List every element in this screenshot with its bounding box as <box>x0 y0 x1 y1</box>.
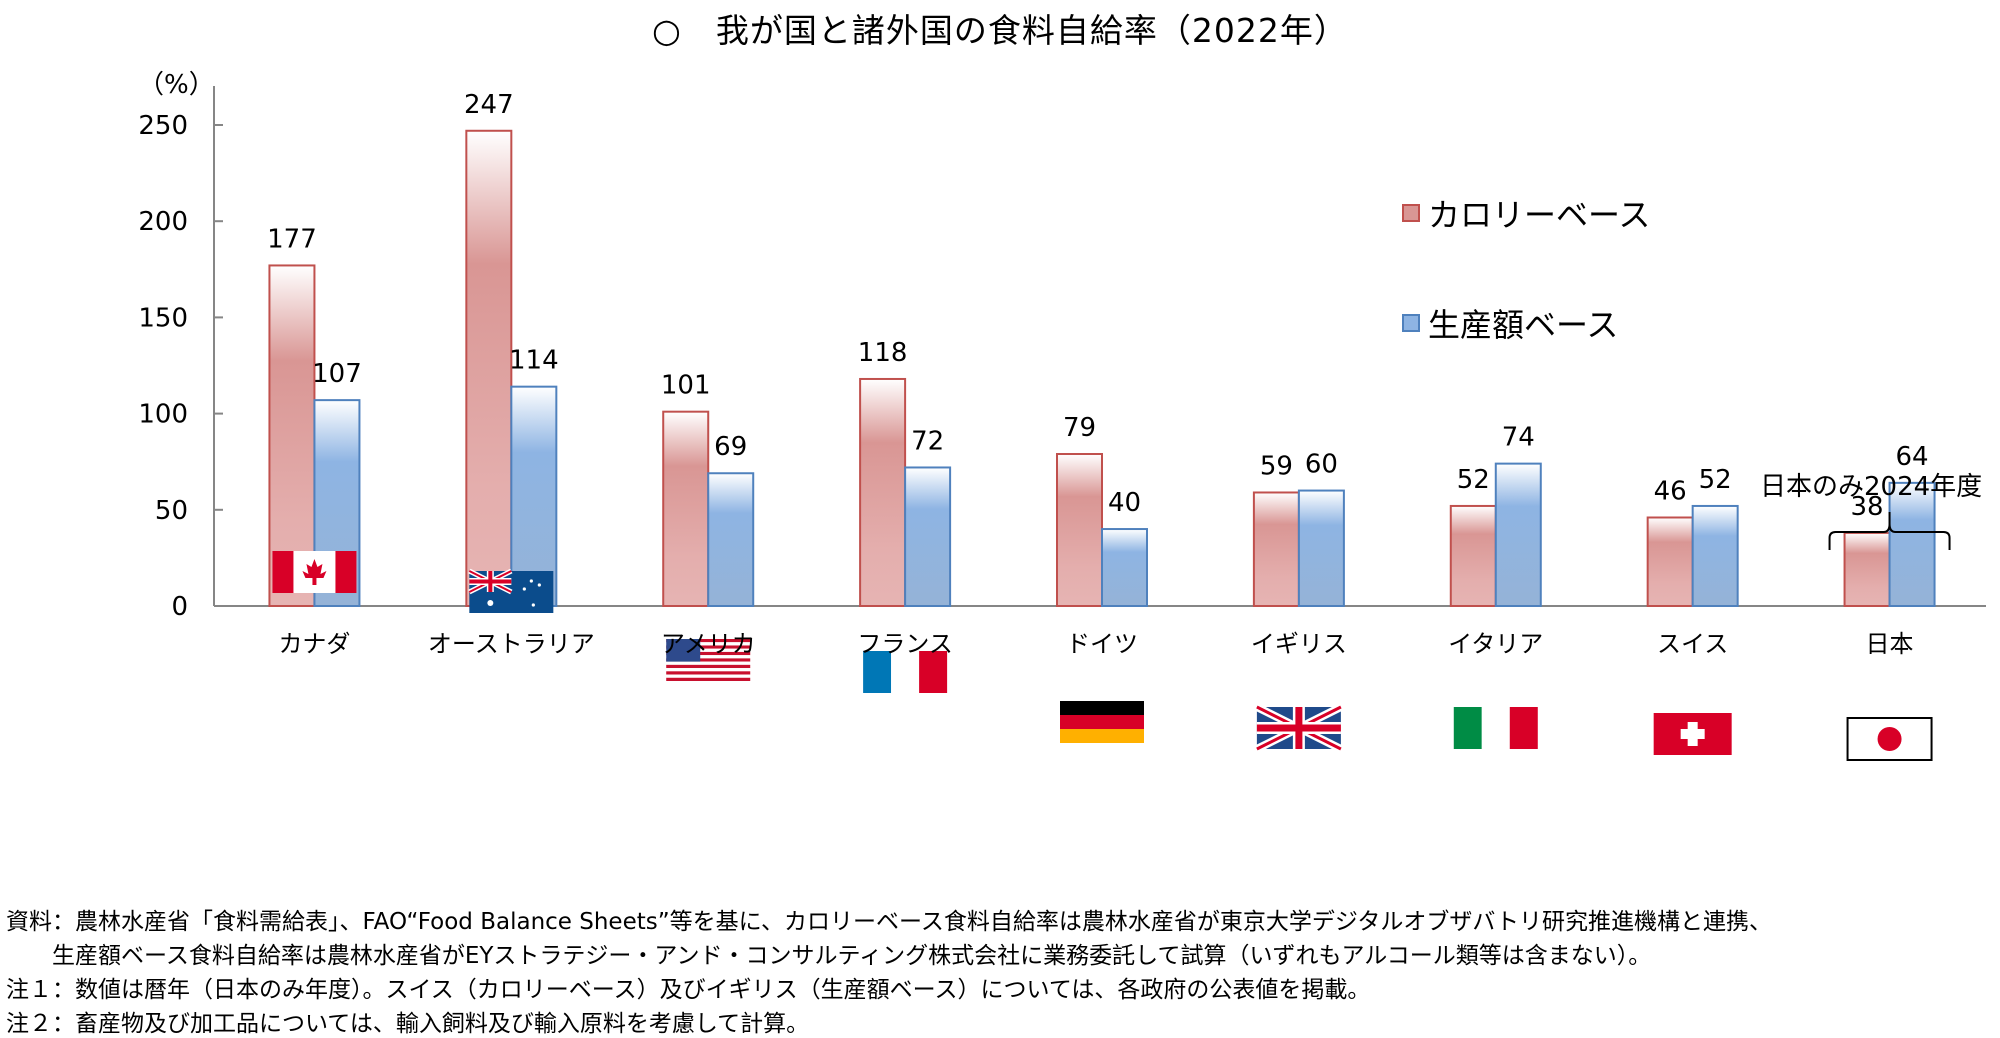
uk-flag-icon <box>1255 703 1343 753</box>
bar-calorie-1 <box>465 129 513 607</box>
bar-calorie-0 <box>268 264 316 607</box>
value-label-calorie-3: 118 <box>858 338 908 368</box>
bar-production-7 <box>1691 504 1739 607</box>
y-axis-unit-label: （%） <box>138 70 215 100</box>
value-label-calorie-5: 59 <box>1260 451 1293 481</box>
italy-flag-icon <box>1453 707 1538 749</box>
bar-calorie-2 <box>662 410 710 607</box>
labels: 177 107 カナダ 247 114 オーストラリア 101 69 アメリカ 118 72 フランス… <box>267 90 1951 658</box>
category-label-4: ドイツ <box>1066 630 1138 658</box>
france-flag-icon <box>863 651 948 693</box>
category-label-0: カナダ <box>278 630 350 658</box>
y-tick-label: 250 <box>138 111 188 141</box>
value-label-production-8: 64 <box>1896 442 1929 472</box>
value-label-production-2: 69 <box>714 432 747 462</box>
y-tick-label: 50 <box>155 496 188 526</box>
bar-production-8 <box>1888 481 1936 608</box>
value-label-production-4: 40 <box>1108 488 1141 518</box>
japan-brace <box>1828 512 1951 550</box>
bar-calorie-4 <box>1056 453 1103 607</box>
axes: 0 50 100 150 200 250 <box>138 86 1986 622</box>
legend-item-calorie: カロリーベース <box>1402 190 1650 236</box>
value-label-production-5: 60 <box>1305 450 1338 480</box>
y-tick-label: 100 <box>138 400 188 430</box>
value-label-production-0: 107 <box>312 359 362 389</box>
legend-swatch-production <box>1402 314 1420 332</box>
category-label-3: フランス <box>857 630 953 658</box>
category-label-7: スイス <box>1657 630 1728 658</box>
bar-production-4 <box>1101 528 1148 607</box>
flags <box>272 551 1933 761</box>
bar-calorie-6 <box>1449 504 1497 607</box>
bar-calorie-7 <box>1646 516 1694 607</box>
usa-flag-icon <box>666 639 751 681</box>
legend-swatch-calorie <box>1402 204 1420 222</box>
value-label-calorie-6: 52 <box>1457 465 1490 495</box>
bar-production-3 <box>904 466 952 607</box>
y-tick-label: 150 <box>138 303 188 333</box>
bar-production-5 <box>1297 489 1345 607</box>
legend-item-production: 生産額ベース <box>1402 300 1618 346</box>
value-label-calorie-2: 101 <box>661 371 711 401</box>
value-label-production-3: 72 <box>911 426 944 456</box>
y-tick-label: 0 <box>171 592 188 622</box>
canada-flag-icon <box>272 551 357 593</box>
footnote-note-1: 注１：数値は暦年（日本のみ年度）。スイス（カロリーベース）及びイギリス（生産額ベ… <box>6 977 1371 1003</box>
category-label-1: オーストラリア <box>428 630 595 658</box>
value-label-calorie-7: 46 <box>1654 476 1687 506</box>
bar-production-6 <box>1494 462 1542 607</box>
value-label-production-1: 114 <box>509 346 559 376</box>
japan-fiscal-year-annotation: 日本のみ2024年度 <box>1760 472 1983 502</box>
footnote-note-2: 注２：畜産物及び加工品については、輸入飼料及び輸入原料を考慮して計算。 <box>6 1011 810 1037</box>
japan-flag-icon <box>1846 717 1933 761</box>
value-label-production-6: 74 <box>1502 423 1535 453</box>
value-label-calorie-4: 79 <box>1063 413 1096 443</box>
value-label-calorie-8: 38 <box>1851 492 1884 522</box>
legend-label-calorie: カロリーベース <box>1428 196 1651 234</box>
germany-flag-icon <box>1060 701 1144 743</box>
bar-calorie-8 <box>1843 531 1891 607</box>
value-label-calorie-0: 177 <box>267 224 317 254</box>
category-label-5: イギリス <box>1251 630 1347 658</box>
category-label-6: イタリア <box>1448 630 1543 658</box>
legend-label-production: 生産額ベース <box>1428 306 1619 344</box>
category-label-2: アメリカ <box>661 630 756 658</box>
switzerland-flag-icon <box>1653 713 1732 755</box>
bar-production-1 <box>510 385 558 607</box>
australia-flag-icon <box>468 568 554 613</box>
footnote-source-1: 資料：農林水産省「食料需給表」、FAO“Food Balance Sheets”… <box>6 909 1773 935</box>
chart-title: ○ 我が国と諸外国の食料自給率（2022年） <box>652 11 1348 50</box>
value-label-production-7: 52 <box>1699 465 1732 495</box>
category-label-8: 日本 <box>1866 630 1914 658</box>
bar-production-2 <box>707 472 755 607</box>
footnote-source-2: 生産額ベース食料自給率は農林水産省がEYストラテジー・アンド・コンサルティング株… <box>6 943 1652 969</box>
bar-calorie-3 <box>859 377 907 607</box>
value-label-calorie-1: 247 <box>464 90 514 120</box>
y-tick-label: 200 <box>138 207 188 237</box>
bar-calorie-5 <box>1252 491 1300 608</box>
